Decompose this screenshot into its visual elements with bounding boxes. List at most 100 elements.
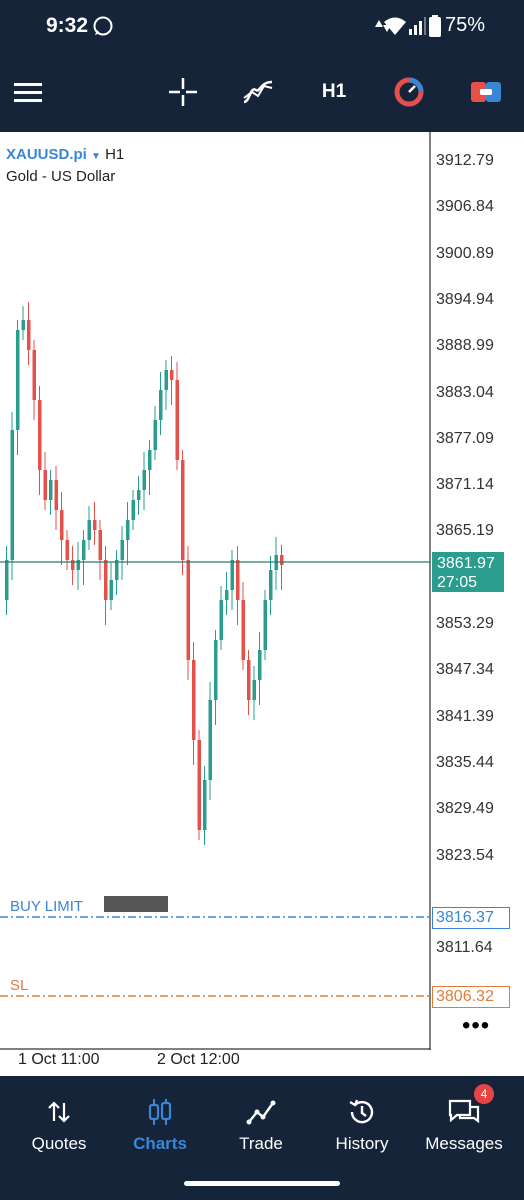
candle-body (82, 540, 86, 560)
candle-body (93, 520, 97, 530)
crosshair-icon (169, 78, 197, 106)
candle-body (241, 600, 245, 660)
home-indicator[interactable] (184, 1181, 340, 1186)
candle-body (54, 480, 58, 510)
nav-label: Messages (425, 1134, 503, 1153)
bottom-navigation (0, 1076, 524, 1200)
more-options-button[interactable]: ••• (462, 1012, 491, 1039)
price-tick: 3900.89 (436, 244, 494, 262)
signal-icon (409, 17, 426, 35)
battery-icon (429, 15, 441, 37)
candle-body (230, 560, 234, 590)
candle-body (32, 350, 36, 400)
candle-body (21, 320, 25, 330)
symbol-name[interactable]: XAUUSD.pi (6, 146, 87, 163)
indicators-icon (243, 80, 273, 104)
time-tick: 2 Oct 12:00 (157, 1051, 240, 1068)
chart-symbol-header[interactable]: XAUUSD.pi ▼ H1 (6, 146, 124, 163)
candle-body (148, 450, 152, 470)
one-click-trading-icon (394, 77, 424, 107)
candle-body (252, 680, 256, 700)
nav-label: Charts (133, 1134, 187, 1153)
candle-body (214, 640, 218, 700)
network-icon (375, 20, 391, 32)
arrows-updown-icon (48, 1101, 70, 1123)
candle-body (76, 560, 80, 570)
candle-body (10, 430, 14, 560)
candles-icon (148, 1099, 172, 1125)
bar-countdown: 27:05 (437, 574, 478, 591)
crosshair-button[interactable] (161, 70, 205, 114)
candle-body (197, 740, 201, 830)
candle-body (5, 560, 9, 600)
candle-body (219, 600, 223, 640)
candle-body (71, 560, 75, 570)
symbol-dropdown-icon[interactable]: ▼ (91, 151, 101, 162)
candle-body (192, 660, 196, 740)
history-icon (349, 1099, 374, 1124)
candle-body (269, 570, 273, 600)
candle-body (104, 560, 108, 600)
candle-body (280, 555, 284, 565)
candle-body (247, 660, 251, 700)
status-bar: 9:32 75% (0, 0, 524, 56)
candle-body (142, 470, 146, 490)
candle-body (258, 650, 262, 680)
candle-body (208, 700, 212, 780)
candle-body (153, 420, 157, 450)
nav-trade[interactable]: Trade (211, 1092, 311, 1154)
nav-label: Quotes (31, 1134, 87, 1153)
nav-messages[interactable]: Messages (414, 1092, 514, 1154)
candle-body (203, 780, 207, 830)
messages-badge: 4 (474, 1084, 494, 1104)
candle-body (60, 510, 64, 540)
wifi-icon (384, 17, 406, 35)
candle-body (236, 560, 240, 600)
candle-body (115, 560, 119, 580)
time-axis[interactable] (0, 1050, 430, 1076)
sl-label[interactable]: SL (10, 977, 29, 994)
candle-body (131, 500, 135, 520)
chart-canvas[interactable] (0, 132, 430, 1050)
candle-body (109, 580, 113, 600)
new-order-button[interactable] (464, 70, 508, 114)
price-tick: 3853.29 (436, 615, 494, 632)
price-chart (0, 132, 431, 1050)
nav-quotes[interactable]: Quotes (9, 1092, 109, 1154)
candle-body (164, 370, 168, 390)
price-tick: 3894.94 (436, 290, 494, 308)
candle-body (49, 480, 53, 500)
candle-body (120, 540, 124, 560)
chart-toolbar: H1 (0, 56, 524, 132)
messages-icon (448, 1099, 480, 1124)
nav-charts[interactable]: Charts (110, 1092, 210, 1154)
candle-body (38, 400, 42, 470)
buy-limit-price[interactable]: 3816.37 (432, 907, 510, 929)
indicators-button[interactable] (236, 70, 280, 114)
price-tick: 3883.04 (436, 383, 494, 401)
candle-body (186, 560, 190, 660)
nav-label: Trade (239, 1134, 283, 1153)
trend-icon (246, 1100, 276, 1125)
timeframe-label: H1 (321, 81, 347, 102)
chart-timeframe: H1 (105, 146, 125, 163)
candle-body (27, 320, 31, 350)
timeframe-button[interactable]: H1 (312, 70, 356, 114)
menu-button[interactable] (6, 70, 50, 114)
buy-limit-label[interactable]: BUY LIMIT (10, 898, 84, 915)
price-tick: 3847.34 (436, 661, 494, 679)
symbol-description: Gold - US Dollar (6, 168, 116, 185)
price-tick: 3871.14 (436, 476, 494, 494)
status-time: 9:32 (46, 14, 89, 37)
price-tick: 3912.79 (436, 152, 494, 169)
current-price: 3861.97 (437, 555, 495, 572)
hamburger-icon (14, 83, 42, 102)
price-tick: 3888.99 (436, 337, 494, 355)
candle-body (181, 460, 185, 560)
nav-history[interactable]: History (312, 1092, 412, 1154)
one-click-trading-button[interactable] (387, 70, 431, 114)
candle-body (43, 470, 47, 500)
sl-price[interactable]: 3806.32 (432, 986, 510, 1008)
order-volume-mask (104, 896, 168, 912)
candle-body (126, 520, 130, 540)
